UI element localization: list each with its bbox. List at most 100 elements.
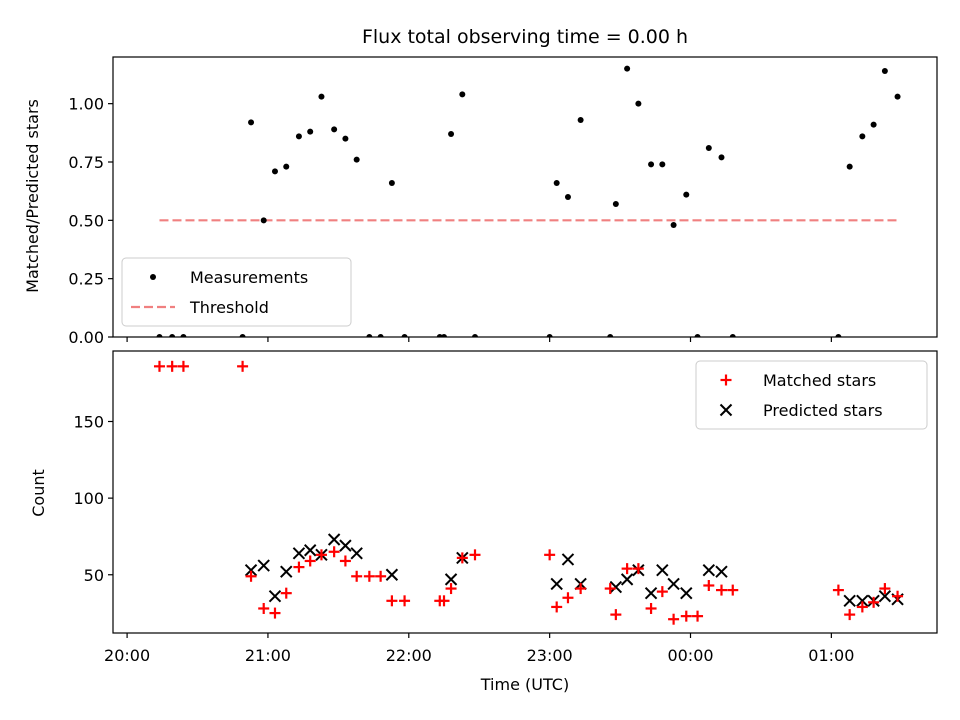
predicted-x-stroke [609, 580, 623, 594]
matched-star-point [166, 360, 178, 372]
matched-star-point [656, 586, 668, 598]
matched-star-point [703, 579, 715, 591]
predicted-x-stroke [715, 565, 728, 578]
matched-star-point [856, 601, 868, 613]
legend-matched-label: Matched stars [763, 371, 876, 390]
top-plot-frame [112, 56, 938, 338]
legend-measurements-marker [150, 274, 156, 280]
predicted-x-stroke [385, 568, 399, 581]
measurement-point [718, 154, 725, 161]
predicted-x-stroke [350, 547, 363, 560]
matched-star-point [237, 360, 249, 372]
predicted-x-stroke [561, 553, 575, 566]
measurement-point [694, 334, 701, 337]
legend-predicted-label: Predicted stars [763, 401, 883, 420]
matched-star-point [868, 596, 880, 608]
matched-star-point [269, 607, 281, 619]
matched-star-point [832, 584, 844, 596]
legend-threshold-label: Threshold [189, 298, 269, 317]
x-tick-label: 21:00 [245, 646, 291, 665]
matched-star-point [879, 583, 891, 595]
top-y-tick-label: 1.00 [68, 95, 104, 114]
measurement-point [353, 156, 360, 163]
predicted-star-point [385, 568, 399, 581]
bottom-y-tick-label: 150 [73, 413, 104, 432]
measurement-point [331, 126, 338, 133]
matched-star-point [177, 360, 189, 372]
legend-predicted-stroke [719, 403, 733, 417]
matched-star-point [438, 595, 450, 607]
matched-star-point [339, 555, 351, 567]
top-legend-box [121, 257, 352, 327]
predicted-x-stroke [644, 586, 658, 600]
measurement-point [283, 163, 290, 170]
predicted-star-point [257, 559, 270, 572]
predicted-star-point [656, 563, 669, 577]
top-y-tick-label: 0.75 [68, 153, 104, 172]
star-count-plot: 50 100 150 20:00 21:00 22:00 23:00 00:00 01:00 Ma… [73, 350, 938, 665]
predicted-x-stroke [268, 590, 282, 603]
predicted-star-point [856, 594, 869, 608]
predicted-star-point [609, 580, 623, 594]
x-tick-label: 00:00 [667, 646, 713, 665]
chart-title: Flux total observing time = 0.00 h [362, 26, 688, 48]
matched-star-point [544, 549, 556, 561]
measurement-point [180, 334, 187, 337]
measurement-point [441, 334, 448, 337]
measurement-point [239, 334, 246, 337]
predicted-star-point [303, 544, 317, 557]
matched-star-point [715, 584, 727, 596]
matched-star-point [363, 570, 375, 582]
top-legend: Measurements Threshold [121, 257, 352, 327]
matched-star-point [727, 584, 739, 596]
measurement-point [459, 91, 466, 98]
predicted-x-stroke [702, 563, 716, 577]
matched-star-point [304, 555, 316, 567]
predicted-star-point [280, 565, 293, 578]
measurement-point [705, 145, 712, 151]
measurement-point [546, 334, 553, 337]
matched-star-point [621, 563, 633, 575]
predicted-star-point [561, 553, 575, 566]
measurement-point [169, 334, 176, 337]
x-tick-label: 22:00 [386, 646, 432, 665]
matched-star-point [399, 595, 411, 607]
predicted-x-stroke [327, 533, 341, 546]
matched-star-point [551, 601, 563, 613]
measurement-point [607, 334, 614, 337]
top-y-axis-label: Matched/Predicted stars [23, 99, 42, 293]
matched-star-point [575, 583, 587, 595]
predicted-star-point [444, 573, 458, 586]
matched-stars-series [153, 360, 904, 625]
measurement-point [271, 168, 278, 175]
measurements-series [156, 65, 901, 337]
measurement-point [670, 222, 677, 228]
measurement-point [835, 334, 842, 337]
predicted-x-stroke [680, 586, 693, 600]
measurement-point [156, 334, 163, 337]
matched-star-point [456, 552, 468, 564]
matched-star-point [680, 610, 692, 622]
matched-star-point [293, 561, 305, 573]
measurement-point [635, 100, 642, 107]
flux-ratio-plot: 0.00 0.25 0.50 0.75 1.00 Measurements Threshol… [68, 56, 938, 347]
measurement-point [870, 121, 877, 128]
predicted-star-point [268, 590, 282, 603]
predicted-star-point [244, 563, 258, 577]
predicted-star-point [327, 533, 341, 546]
matched-star-point [375, 570, 387, 582]
measurement-point [342, 135, 349, 142]
matched-star-point [153, 360, 165, 372]
measurement-point [471, 334, 478, 337]
measurement-point [564, 194, 571, 200]
matched-star-point [245, 570, 257, 582]
predicted-stars-series [244, 533, 904, 608]
predicted-star-point [350, 547, 363, 560]
predicted-star-point [702, 563, 716, 577]
predicted-x-stroke [667, 577, 680, 591]
bottom-y-tick-label: 100 [73, 489, 104, 508]
predicted-x-stroke [843, 594, 856, 608]
predicted-star-point [292, 547, 306, 560]
predicted-star-point [680, 586, 693, 600]
predicted-star-point [878, 590, 892, 603]
